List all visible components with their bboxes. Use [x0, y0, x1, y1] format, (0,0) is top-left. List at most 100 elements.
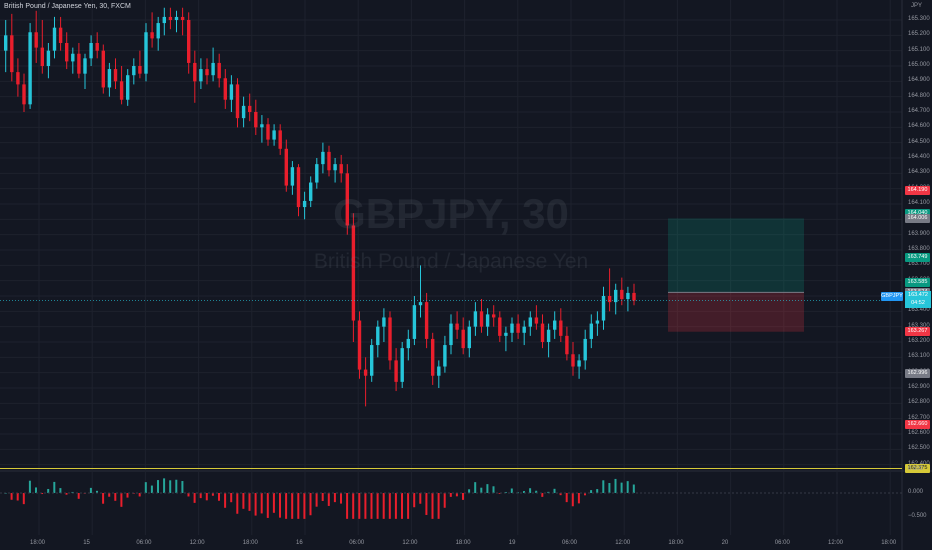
oscillator-bar [565, 493, 568, 503]
oscillator-bar [333, 493, 336, 503]
oscillator-bar [144, 482, 147, 493]
oscillator-bar [364, 493, 367, 519]
watermark-name: British Pound / Japanese Yen [313, 250, 589, 273]
candle-body [52, 27, 57, 51]
symbol-tag: GBPJPY [881, 292, 903, 301]
time-axis-label: 18:00 [881, 540, 897, 546]
candle-body [193, 62, 197, 82]
oscillator-bar [425, 493, 428, 515]
candle-body [302, 200, 307, 208]
candle-body [363, 369, 368, 376]
candle-body [614, 289, 618, 303]
price-axis-label: 163.800 [908, 245, 930, 252]
oscillator-bar [559, 493, 562, 496]
candle-body [144, 32, 148, 74]
oscillator-bar [370, 493, 373, 519]
candle-body [546, 329, 551, 342]
candle-body [437, 366, 441, 376]
price-axis-label: 163.100 [908, 353, 930, 360]
oscillator-bar [468, 489, 471, 493]
oscillator-bar [285, 493, 288, 519]
candle-body [607, 295, 612, 303]
price-axis-label: 163.200 [908, 337, 930, 344]
candle-body [296, 167, 301, 208]
oscillator-bar [553, 488, 556, 493]
candle-body [174, 16, 179, 20]
oscillator-bar [413, 493, 416, 508]
time-axis-label: 18:00 [668, 540, 684, 546]
oscillator-bar [309, 493, 312, 516]
oscillator-bar [22, 493, 25, 505]
time-axis-label: 12:00 [189, 540, 205, 546]
candle-body [510, 323, 514, 333]
candle-body [461, 329, 465, 349]
time-axis-label: 19 [508, 540, 516, 546]
oscillator-bar [492, 486, 495, 493]
oscillator-bar [205, 493, 208, 501]
candle-body [467, 326, 471, 349]
oscillator-bar [47, 488, 50, 493]
candle-body [65, 42, 69, 62]
candle-body [388, 317, 392, 361]
oscillator-bar [376, 493, 379, 519]
oscillator-bar [590, 490, 593, 493]
indicator-axis-label: −0.500 [908, 512, 927, 519]
long-position-tool[interactable] [668, 218, 804, 332]
time-axis-label: 15 [83, 540, 90, 546]
oscillator-bar [230, 493, 233, 503]
oscillator-bar [584, 493, 586, 496]
oscillator-bar [358, 493, 361, 519]
oscillator-bar [321, 493, 324, 501]
price-tag: 163.585 [905, 278, 930, 288]
candle-body [516, 323, 520, 333]
candle-body [95, 42, 99, 51]
candle-body [571, 354, 575, 367]
candle-body [235, 84, 240, 119]
oscillator-bar [65, 493, 68, 495]
oscillator-bar [53, 481, 56, 493]
time-axis-label: 06:00 [349, 540, 365, 546]
candle-body [327, 151, 331, 171]
price-tag: 164.040 [905, 208, 930, 218]
oscillator-bar [193, 493, 196, 503]
candle-body [400, 348, 404, 382]
price-tag: 163.749 [905, 253, 930, 263]
time-axis-label: 18:00 [455, 540, 471, 546]
oscillator-bar [187, 493, 190, 497]
candle-body [107, 69, 112, 88]
oscillator-bar [541, 493, 544, 497]
oscillator-bar [401, 493, 403, 519]
price-tag: 164.006 [905, 213, 930, 223]
oscillator-bar [571, 493, 574, 507]
candle-body [223, 78, 227, 100]
oscillator-bar [260, 493, 263, 514]
oscillator-bar [16, 493, 19, 501]
candle-body [382, 317, 386, 327]
oscillator-bar [431, 493, 434, 519]
candle-body [601, 295, 606, 321]
price-axis-label: 164.300 [908, 169, 930, 176]
oscillator-bar [150, 485, 153, 493]
price-tag: 162.996 [905, 368, 930, 378]
price-axis-label: 164.500 [908, 138, 930, 145]
candle-body [28, 32, 32, 105]
candle-body [71, 53, 75, 62]
candle-body [168, 16, 173, 20]
candle-body [101, 50, 105, 88]
price-axis-label: 164.900 [908, 77, 930, 84]
oscillator-bar [577, 493, 580, 504]
oscillator-bar [474, 482, 477, 493]
candle-body [266, 124, 270, 140]
candle-body [479, 311, 484, 327]
indicator-axis-label: 0.000 [908, 489, 924, 495]
oscillator-bar [108, 493, 111, 497]
oscillator-bar [480, 487, 483, 493]
price-axis-label: 165.300 [908, 16, 930, 22]
oscillator-bar [157, 480, 159, 493]
candle-body [4, 35, 8, 51]
price-axis-label: 162.400 [908, 461, 930, 467]
candle-body [180, 16, 185, 20]
candle-body [431, 338, 435, 376]
candle-body [241, 105, 246, 119]
